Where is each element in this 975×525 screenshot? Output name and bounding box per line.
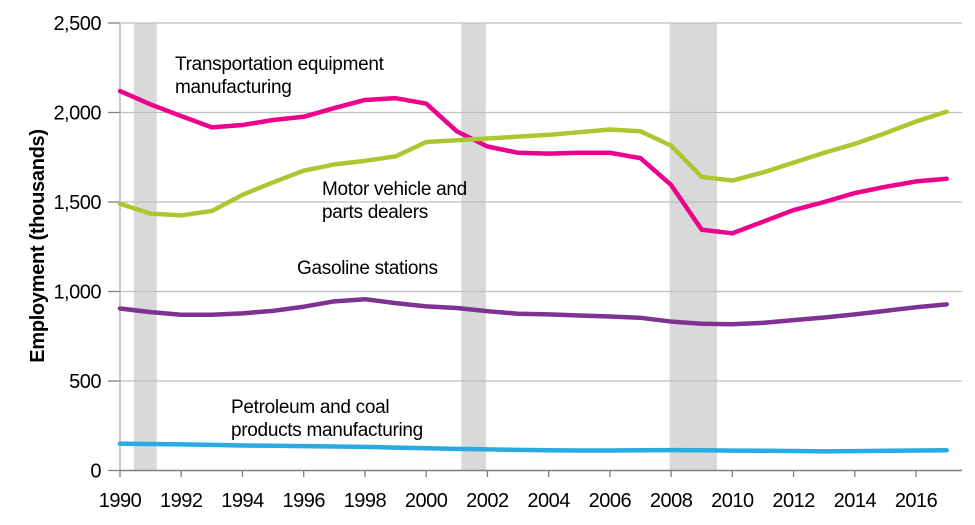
- series-line-motor-vehicle-and-parts-dealers: [117, 109, 949, 218]
- x-tick-label: 2016: [895, 490, 938, 512]
- x-tick-label: 2012: [772, 490, 815, 512]
- y-tick-label: 1,000: [53, 282, 101, 304]
- y-tick-label: 0: [90, 461, 101, 483]
- x-tick-label: 1994: [221, 490, 264, 512]
- y-tick-label: 2,000: [53, 103, 101, 125]
- y-tick-label: 500: [69, 371, 101, 393]
- x-tick-label: 1990: [99, 490, 142, 512]
- x-tick-label: 2006: [589, 490, 632, 512]
- series-label-gasoline-stations: Gasoline stations: [297, 258, 438, 279]
- x-tick-label: 2008: [650, 490, 693, 512]
- y-tick-label: 1,500: [53, 192, 101, 214]
- x-tick-label: 1996: [282, 490, 325, 512]
- axes-layer: [108, 22, 962, 477]
- x-tick-label: 2010: [711, 490, 754, 512]
- x-tick-label: 1992: [160, 490, 203, 512]
- series-label-motor-vehicle-and-parts-dealers: Motor vehicle and parts dealers: [322, 179, 467, 223]
- recession-band: [461, 23, 486, 471]
- series-line-gasoline-stations: [117, 296, 949, 327]
- series-line-transportation-equipment-manufacturing: [117, 88, 949, 236]
- x-tick-label: 2014: [834, 490, 877, 512]
- x-tick-label: 1998: [344, 490, 387, 512]
- series-label-transportation-equipment-manufacturing: Transportation equipment manufacturing: [175, 54, 385, 98]
- recession-band: [669, 23, 718, 471]
- recession-bands-layer: [133, 23, 718, 471]
- x-tick-label: 2000: [405, 490, 448, 512]
- recession-band: [133, 23, 157, 471]
- series-label-petroleum-and-coal-products-manufacturing: Petroleum and coal products manufacturing: [231, 397, 423, 441]
- series-layer: [117, 88, 949, 454]
- x-tick-label: 2002: [466, 490, 509, 512]
- series-line-petroleum-and-coal-products-manufacturing: [117, 441, 949, 454]
- y-tick-label: 2,500: [53, 13, 101, 35]
- gridlines-layer: [120, 22, 962, 382]
- x-tick-label: 2004: [527, 490, 570, 512]
- y-axis-title: Employment (thousands): [27, 129, 49, 362]
- labels-layer: 0 500 1,000 1,500 2,000 2,500 1990 1992 1994 1996…: [53, 13, 938, 512]
